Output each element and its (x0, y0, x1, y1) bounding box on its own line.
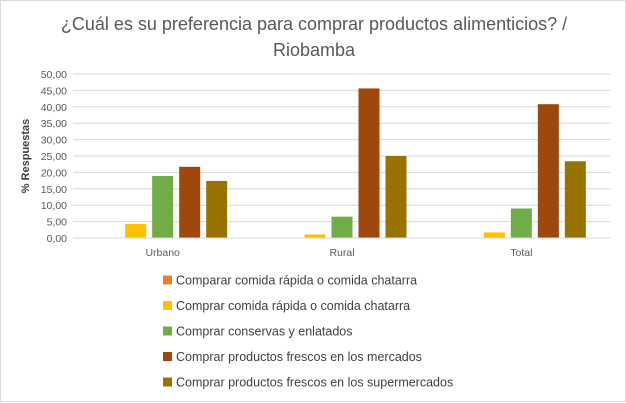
legend-label: Comprar comida rápida o comida chatarra (176, 299, 410, 313)
bar (358, 88, 380, 238)
bar (510, 208, 532, 238)
y-tick-label: 0,00 (47, 233, 68, 245)
y-tick-label: 5,00 (47, 217, 68, 229)
bar (564, 161, 586, 238)
legend-label: Comprar productos frescos en los superme… (176, 376, 453, 390)
bar (206, 180, 228, 238)
x-tick-label: Rural (329, 247, 354, 259)
bar (152, 176, 174, 238)
x-tick-label: Urbano (145, 247, 180, 259)
y-tick-label: 50,00 (41, 69, 67, 81)
y-tick-label: 45,00 (41, 85, 67, 97)
y-tick-label: 20,00 (41, 167, 67, 179)
legend-swatch (163, 377, 172, 387)
y-tick-label: 10,00 (41, 200, 67, 212)
legend-swatch (163, 326, 172, 336)
y-axis-label: % Respuestas (20, 119, 32, 194)
chart-title-line-2: Riobamba (273, 40, 356, 60)
chart-title: ¿Cuál es su preferencia para comprar pro… (61, 14, 567, 60)
chart-title-line-1: ¿Cuál es su preferencia para comprar pro… (61, 14, 567, 34)
bar (304, 234, 326, 238)
y-tick-label: 40,00 (41, 102, 67, 114)
y-tick-label: 30,00 (41, 135, 67, 147)
y-tick-label: 15,00 (41, 184, 67, 196)
y-axis-ticks: 0,00 5,00 10,00 15,00 20,00 25,00 30,00 35,00 40… (41, 69, 67, 245)
bar (385, 156, 407, 238)
y-tick-label: 25,00 (41, 151, 67, 163)
legend-swatch (163, 352, 172, 361)
x-axis-ticks: Urbano Rural Total (145, 247, 532, 259)
x-tick-label: Total (510, 247, 532, 259)
y-tick-label: 35,00 (41, 118, 67, 130)
legend-swatch (163, 275, 172, 285)
legend-label: Comprar conservas y enlatados (176, 325, 352, 339)
bar (483, 232, 505, 238)
bar (125, 223, 147, 238)
legend-label: Comprar productos frescos en los mercado… (176, 350, 422, 364)
bar (331, 216, 353, 238)
legend-swatch (163, 301, 172, 310)
bar (537, 104, 559, 239)
legend-label: Comparar comida rápida o comida chatarra (176, 274, 417, 288)
legend: Comparar comida rápida o comida chatarra… (163, 274, 453, 390)
bar (179, 166, 201, 238)
bars (125, 88, 586, 239)
